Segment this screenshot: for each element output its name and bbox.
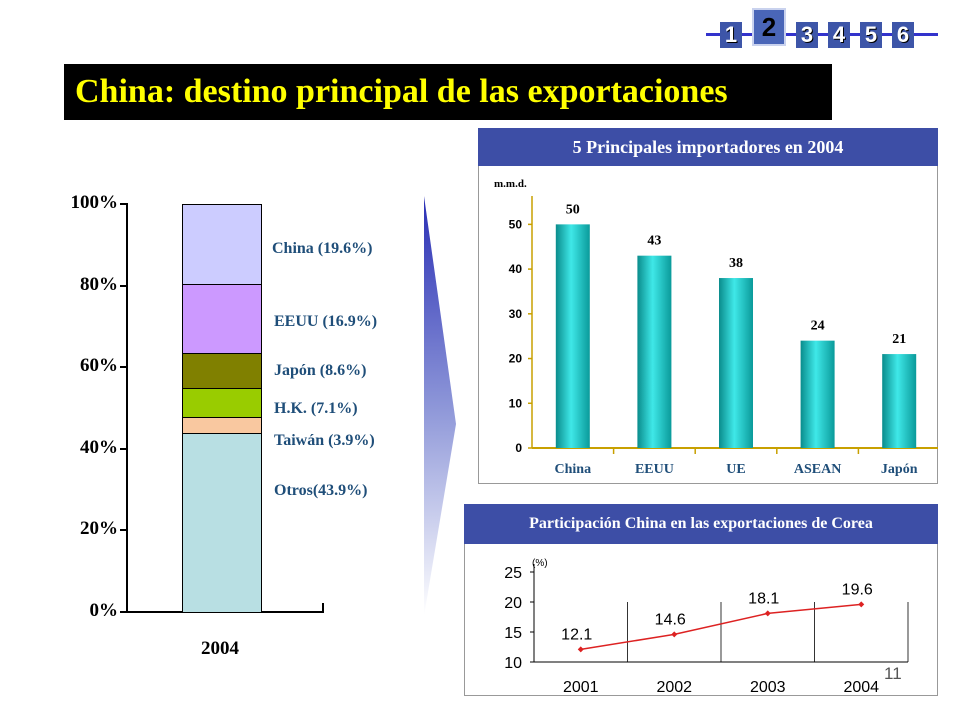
stack-segment [182, 416, 262, 434]
line-x-tick-label: 2001 [563, 679, 599, 696]
line-x-tick-label: 2003 [750, 679, 786, 696]
nav-page-6[interactable]: 6 [892, 22, 914, 48]
share-panel-title: Participación China en las exportaciones… [464, 504, 938, 544]
line-y-tick-label: 15 [504, 625, 522, 642]
y-tick-mark [120, 284, 128, 287]
bar-y-tick-label: 10 [509, 396, 523, 410]
segment-label: Japón (8.6%) [274, 362, 367, 379]
line-x-tick-label: 2004 [843, 679, 879, 696]
bar-y-tick-label: 40 [509, 262, 523, 276]
title-bar [64, 64, 832, 120]
y-tick-label: 40% [80, 436, 118, 458]
segment-label: H.K. (7.1%) [274, 400, 358, 417]
page-number: 11 [884, 664, 902, 683]
bar-category-label: China [555, 462, 592, 477]
bar-category-label: EEUU [635, 462, 674, 477]
line-value-label: 19.6 [842, 581, 873, 598]
y-tick-mark [120, 366, 128, 369]
bar [719, 278, 753, 448]
y-axis [126, 203, 128, 613]
stack-segment [182, 283, 262, 354]
line-point [577, 646, 584, 653]
y-tick-mark [120, 529, 128, 532]
bar-y-tick-label: 20 [509, 352, 523, 366]
y-tick-label: 0% [89, 600, 119, 621]
bar-value-label: 21 [892, 332, 906, 347]
stack-segment [182, 352, 262, 389]
x-tick-2004: 2004 [201, 638, 239, 659]
importers-bar-chart: 0 10 20 30 40 50 50 China 43 EEUU 38 UE 24 ASEAN 21 Jap… [509, 196, 938, 477]
share-line-chart: (%) 10 15 20 25 2001 12.1 2002 14.6 2003 18.1 2004 1… [504, 558, 909, 696]
importers-panel [478, 128, 938, 484]
y-tick-label: 60% [80, 355, 118, 377]
line-value-label: 12.1 [561, 626, 592, 643]
line-unit-label: (%) [532, 558, 548, 569]
bar-value-label: 50 [566, 202, 580, 217]
bar-value-label: 38 [729, 256, 743, 271]
bar-y-tick-label: 0 [515, 441, 522, 455]
bar-value-label: 24 [811, 319, 825, 334]
nav-line [706, 33, 938, 36]
y-tick-mark [120, 447, 128, 450]
line-x-tick-label: 2002 [656, 679, 692, 696]
line-y-tick-label: 10 [504, 655, 522, 672]
nav-page-1[interactable]: 1 [720, 22, 742, 48]
line-point [764, 610, 771, 617]
arrow-shape [424, 196, 456, 616]
bar-value-label: 43 [647, 234, 661, 249]
bar-category-label: ASEAN [794, 462, 841, 477]
bar [555, 224, 590, 448]
y-tick-label: 20% [80, 518, 118, 540]
line-value-label: 14.6 [655, 611, 686, 628]
nav-page-4[interactable]: 4 [828, 22, 850, 48]
nav-page-2-active[interactable]: 2 [752, 8, 786, 46]
bar-y-tick-label: 50 [509, 217, 523, 231]
y-tick-label: 100% [70, 192, 119, 213]
y-tick-mark [120, 203, 128, 205]
bar-category-label: UE [726, 462, 745, 477]
y-tick-mark [120, 611, 128, 613]
bar [800, 340, 835, 448]
line-point [671, 631, 678, 638]
bar-y-tick-label: 30 [509, 307, 523, 321]
bar [637, 255, 672, 448]
stack-segment [182, 204, 262, 285]
y-tick-label: 80% [80, 273, 118, 295]
segment-label: Taiwán (3.9%) [274, 432, 375, 449]
line-series [580, 603, 862, 651]
slide-title: China: destino principal de las exportac… [75, 73, 728, 110]
segment-label: China (19.6%) [272, 240, 373, 257]
line-y-tick-label: 20 [504, 595, 522, 612]
bar [882, 354, 917, 448]
line-value-label: 18.1 [748, 590, 779, 607]
x-axis-end-tick [322, 603, 324, 613]
stack-segment [182, 432, 262, 613]
line-point [858, 601, 865, 608]
segment-label: EEUU (16.9%) [274, 313, 378, 330]
bar-category-label: Japón [881, 462, 918, 477]
importers-panel-title: 5 Principales importadores en 2004 [478, 128, 938, 166]
nav-page-5[interactable]: 5 [860, 22, 882, 48]
stack-segment [182, 388, 262, 418]
nav-page-3[interactable]: 3 [796, 22, 818, 48]
segment-label: Otros(43.9%) [274, 482, 368, 499]
importers-unit: m.m.d. [494, 178, 527, 190]
line-y-tick-label: 25 [504, 565, 522, 582]
